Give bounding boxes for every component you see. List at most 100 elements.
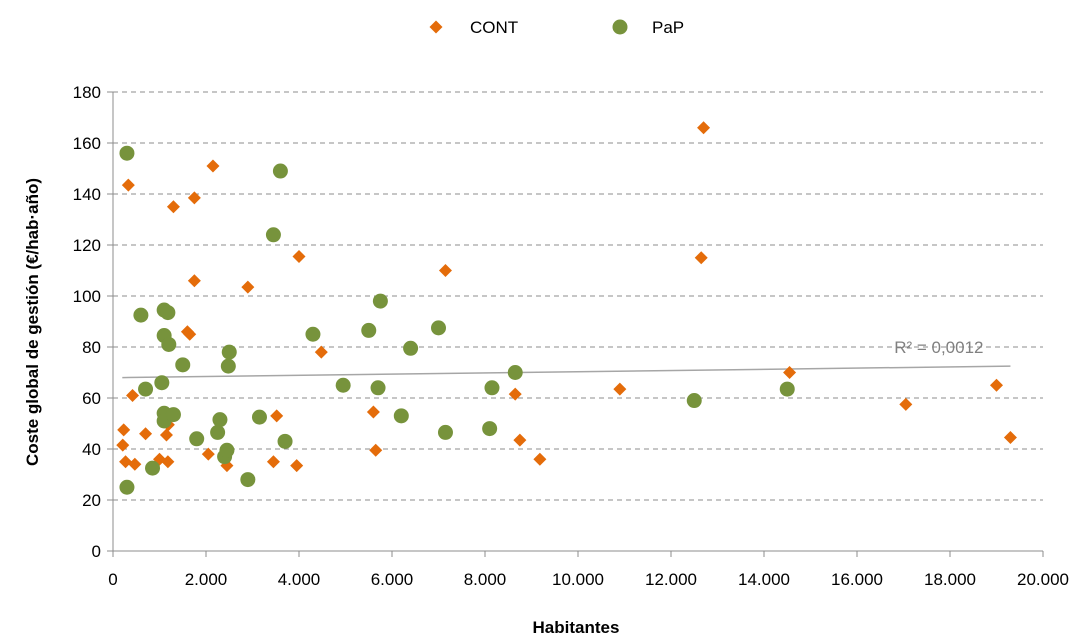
trendline-group: R² = 0,0012 [122,338,1011,379]
point-pap [431,320,446,336]
point-cont [187,191,201,205]
point-pap [507,365,523,380]
point-cont [290,459,304,473]
point-cont [697,121,711,135]
y-tick-label: 180 [73,83,101,102]
point-pap [240,472,256,488]
x-tick-label: 16.000 [831,570,883,589]
point-cont [126,388,140,402]
point-pap [272,163,288,179]
series-pap [119,145,795,495]
point-pap [175,357,191,373]
y-axis-label: Coste global de gestión (€/hab·año) [23,178,42,466]
point-cont [183,327,197,341]
legend-marker-pap [612,19,628,35]
point-pap [372,293,388,309]
point-pap [251,409,267,425]
point-pap [161,336,177,352]
point-pap [210,424,226,440]
point-cont [241,280,255,294]
point-pap [265,227,281,243]
point-pap [403,340,419,356]
point-pap [482,421,498,437]
axes [107,91,1044,557]
point-cont [116,438,130,452]
y-tick-label: 0 [92,542,101,561]
point-pap [437,424,453,440]
x-tick-label: 4.000 [278,570,321,589]
point-cont [438,264,452,277]
point-pap [189,431,205,447]
x-tick-label: 2.000 [185,570,228,589]
point-cont [369,443,383,457]
x-tick-label: 18.000 [924,570,976,589]
point-pap [154,375,170,391]
point-pap [219,442,235,458]
point-cont [161,455,175,469]
point-pap [393,408,409,424]
legend-marker-cont [429,20,443,34]
x-tick-label: 0 [108,570,117,589]
x-tick-labels: 0 2.000 4.000 6.000 8.000 10.000 12.000 14.000 1… [108,570,1069,589]
point-pap [145,460,161,476]
point-cont [201,447,215,461]
point-pap [119,145,135,161]
point-cont [366,405,380,419]
legend-label-pap: PaP [652,18,684,37]
point-cont [694,251,708,265]
point-pap [138,381,154,397]
point-cont [533,452,547,466]
point-cont [139,427,153,441]
point-cont [206,159,220,173]
point-cont [783,366,797,379]
legend-label-cont: CONT [470,18,518,37]
series-cont [116,121,1017,473]
x-tick-label: 20.000 [1017,570,1069,589]
point-cont [292,249,306,263]
x-axis-label: Habitantes [533,618,620,637]
point-cont [508,387,522,401]
point-cont [128,457,142,471]
trendline-r2-label: R² = 0,0012 [894,338,983,357]
legend: CONT PaP [429,18,684,37]
point-pap [361,322,377,338]
point-cont [121,178,135,192]
data-points [116,121,1017,495]
point-pap [779,381,795,397]
y-tick-label: 80 [82,338,101,357]
point-pap [221,344,237,360]
point-cont [166,200,180,214]
y-tick-label: 160 [73,134,101,153]
point-pap [277,433,293,449]
point-pap [160,305,176,321]
point-pap [484,380,500,396]
point-cont [899,397,913,411]
point-cont [1003,431,1017,445]
point-pap [686,393,702,409]
x-tick-label: 12.000 [645,570,697,589]
point-cont [270,409,284,423]
point-pap [119,479,135,495]
point-pap [165,407,181,423]
point-cont [159,428,173,442]
point-cont [513,433,527,447]
point-cont [613,382,627,396]
trendline [122,365,1011,379]
point-cont [117,423,131,437]
x-tick-label: 6.000 [371,570,414,589]
point-cont [119,455,133,469]
y-tick-label: 120 [73,236,101,255]
point-cont [990,378,1003,392]
y-tick-labels: 0 20 40 60 80 100 120 140 160 180 [73,83,101,561]
point-pap [220,358,236,374]
point-pap [370,380,386,396]
y-tick-label: 20 [82,491,101,510]
y-tick-label: 60 [82,389,101,408]
point-cont [314,345,328,359]
gridlines [113,91,1043,501]
x-tick-label: 8.000 [464,570,507,589]
point-cont [266,455,280,469]
point-pap [335,377,351,393]
point-cont [187,274,201,288]
